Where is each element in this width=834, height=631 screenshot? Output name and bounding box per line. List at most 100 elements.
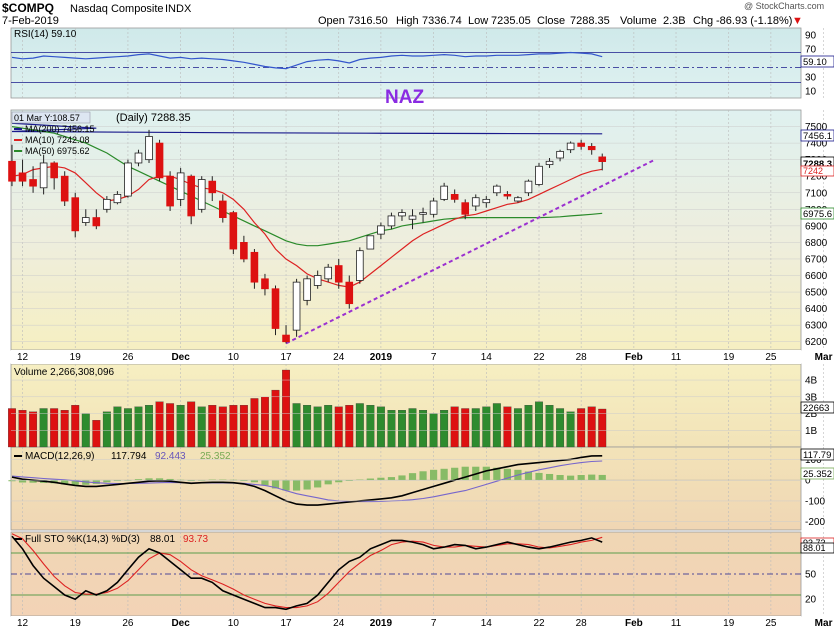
date-label: 10: [228, 618, 240, 629]
volume-bars: [8, 369, 607, 448]
candle: [514, 196, 522, 203]
date-label: 19: [70, 352, 82, 363]
date-label: 22: [533, 618, 545, 629]
date-label: 14: [481, 352, 493, 363]
macd-hist-bar: [145, 478, 153, 481]
macd-value-text: 117.79: [803, 450, 831, 461]
high-value: 7336.74: [422, 15, 462, 27]
macd-hist-bar: [82, 480, 90, 485]
candle: [419, 207, 427, 223]
date-label: Dec: [171, 352, 190, 363]
price-tick-label: 6500: [805, 288, 828, 299]
volume-bar: [208, 405, 217, 448]
candle-body: [429, 200, 438, 215]
candle: [556, 149, 564, 162]
candle-body: [440, 185, 448, 200]
candle: [60, 171, 69, 206]
volume-bar: [292, 403, 301, 448]
candle: [471, 194, 480, 211]
date-label: 2019: [370, 618, 393, 629]
date-label: Mar: [815, 352, 833, 363]
volume-bar: [387, 410, 396, 448]
volume-bar: [261, 396, 269, 448]
candle: [18, 159, 27, 187]
price-tick-label: 6700: [805, 254, 828, 265]
sto-indicator: Full STO %K(14,3) %D(3) 88.01 93.73 8050…: [11, 533, 834, 611]
rsi-tick-label: 90: [805, 31, 817, 42]
volume-bar: [50, 408, 59, 448]
date-label: Feb: [625, 352, 643, 363]
macd-indicator: MACD(12,26,9) 117.794 92.443 25.352 100 0…: [8, 448, 834, 528]
candle: [240, 235, 248, 263]
volume-bar: [345, 405, 354, 448]
naz-annotation: NAZ: [385, 87, 424, 108]
date-label: Mar: [815, 618, 833, 629]
macd-hist-bar: [493, 467, 501, 481]
volume-bar: [18, 410, 27, 448]
date-label: 24: [333, 352, 345, 363]
candle-body: [39, 162, 48, 189]
exchange: INDX: [165, 3, 192, 15]
candle: [229, 210, 238, 254]
candle: [261, 273, 269, 296]
candle-body: [577, 142, 585, 147]
ma10-legend: MA(10) 7242.08: [25, 135, 90, 145]
price-legend: (Daily) 7288.35: [116, 112, 191, 124]
macd-hist-bar: [545, 473, 554, 481]
macd-tick-label: -200: [805, 517, 825, 528]
rsi-tick-label: 10: [805, 87, 817, 98]
candle-body: [271, 288, 280, 329]
macd-hist-bar: [314, 480, 322, 488]
candle-body: [408, 215, 417, 220]
macd-hist-bar: [335, 480, 343, 483]
candle-body: [345, 281, 354, 305]
date-label: 28: [576, 618, 588, 629]
macd-hist-bar: [577, 475, 585, 481]
candle-body: [524, 180, 533, 194]
volume-bar: [8, 408, 16, 448]
candle: [113, 191, 122, 205]
date-label: 17: [280, 618, 292, 629]
sto-k-value: 88.01: [150, 534, 175, 545]
candle-body: [124, 162, 132, 197]
macd-hist-bar: [261, 480, 269, 486]
date-label: 17: [280, 352, 292, 363]
macd-signal-line: [11, 460, 603, 503]
candle: [545, 158, 554, 168]
rsi-legend: RSI(14) 59.10: [14, 29, 77, 40]
macd-hist-bar: [166, 478, 174, 481]
candle: [29, 166, 37, 193]
candle: [408, 209, 417, 230]
candle-body: [545, 160, 554, 166]
volume-bar: [271, 389, 280, 448]
candle: [587, 143, 596, 155]
candle: [450, 189, 459, 203]
candle-body: [197, 179, 206, 210]
candle-body: [208, 180, 217, 194]
volume-bar: [29, 411, 38, 448]
candle: [566, 141, 575, 154]
symbol: $COMPQ: [2, 1, 54, 15]
sto-k-line: [11, 535, 603, 611]
date-label: 19: [723, 352, 735, 363]
ma50-value-text: 6975.6: [803, 209, 832, 220]
macd-legend-name: MACD(12,26,9): [25, 451, 94, 462]
price-panel: [10, 109, 802, 351]
volume-bar: [524, 405, 533, 448]
macd-tick-label: -100: [805, 496, 825, 507]
macd-hist-bar: [113, 480, 121, 482]
volume-bar: [566, 411, 575, 448]
candlesticks: [8, 129, 607, 344]
candle-body: [398, 212, 406, 217]
date-label: 2019: [370, 352, 393, 363]
macd-hist-bar: [503, 468, 511, 481]
rsi-tick-label: 70: [805, 45, 817, 56]
date-label: 25: [765, 618, 777, 629]
candle-body: [482, 198, 491, 204]
macd-tick-label: 0: [805, 476, 811, 487]
tooltip-box: [11, 111, 91, 124]
candle: [535, 162, 543, 187]
date-axis: 12 19 26 Dec 10 17 24 2019 7 14 22 28 Feb 11 19 25 Mar: [11, 350, 833, 364]
candle-body: [113, 194, 122, 204]
candle-body: [81, 217, 90, 223]
